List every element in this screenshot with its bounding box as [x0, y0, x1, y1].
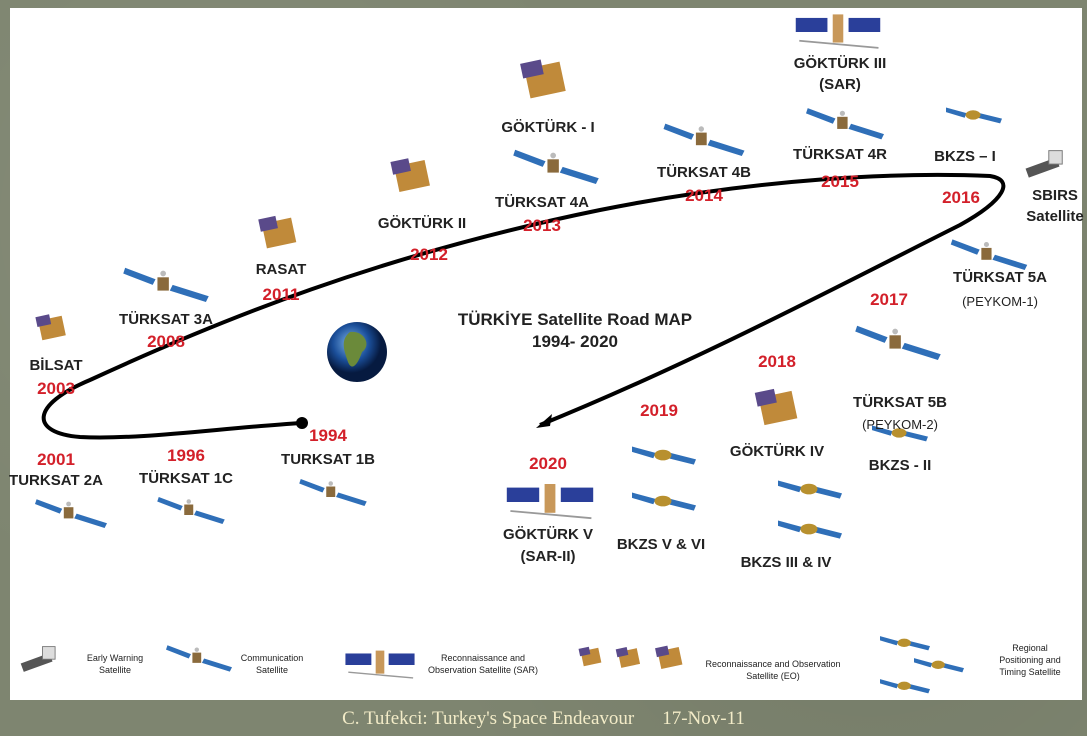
label-turksat-4b: TÜRKSAT 4B [657, 164, 751, 181]
bkzs-1-icon [946, 107, 1002, 124]
label-turksat-4r: TÜRKSAT 4R [793, 146, 887, 163]
label-bkzs-2: BKZS - II [868, 457, 932, 474]
turksat-5a-icon [950, 239, 1028, 270]
legend-label: Satellite (EO) [746, 671, 800, 681]
year-1996: 1996 [167, 446, 205, 465]
label-sbirs: SBIRS [1032, 187, 1078, 204]
year-2018: 2018 [758, 352, 796, 371]
year-2008: 2008 [147, 332, 185, 351]
legend-label: Regional [1012, 643, 1048, 653]
gokturk-3-icon [794, 14, 882, 49]
legend-label: Reconnaissance and Observation [705, 659, 841, 669]
rasat-icon [258, 215, 297, 249]
label-gokturk-2: GÖKTÜRK II [377, 215, 467, 232]
label-bkzs-3-4: BKZS III & IV [740, 554, 832, 571]
year-2013: 2013 [523, 216, 561, 235]
diagram-panel [10, 8, 1082, 700]
bkzs-5-6-icon-2 [632, 492, 696, 511]
legend-label: Communication [240, 653, 304, 663]
legend-navigation-icon [880, 636, 930, 651]
label-gokturk-1: GÖKTÜRK - I [501, 119, 595, 136]
bkzs-3-4-icon [778, 480, 842, 499]
legend-early-warning-icon [20, 646, 56, 673]
roadmap-path [41, 172, 1006, 440]
diagram-subtitle: 1994- 2020 [531, 332, 619, 351]
legend-label: Reconnaissance and [440, 653, 526, 663]
label-bkzs-1: BKZS – I [934, 148, 996, 165]
turksat-5b-icon [855, 325, 941, 360]
label-gokturk-3: GÖKTÜRK III [793, 55, 887, 72]
gokturk-1-icon [520, 59, 566, 99]
year-2012: 2012 [410, 245, 448, 264]
legend-navigation-icon-3 [880, 679, 930, 694]
turksat-4b-icon [663, 123, 745, 156]
legend-communication: Communication Satellite [241, 652, 304, 676]
year-2014: 2014 [685, 186, 723, 205]
year-2017: 2017 [870, 290, 908, 309]
turksat-2a-icon [35, 499, 107, 528]
legend-eo: Reconnaissance and Observation Satellite … [705, 658, 840, 682]
legend-eo-icon-3 [655, 645, 683, 670]
label-peykom-1: (PEYKOM-1) [962, 294, 1038, 309]
legend-label: Satellite [98, 665, 132, 675]
gokturk-5-icon [505, 484, 595, 520]
label-sbirs-satellite: Satellite [1026, 208, 1084, 225]
legend-label: Timing Satellite [999, 667, 1061, 677]
label-turksat-1b: TURKSAT 1B [281, 451, 375, 468]
label-sar-2: (SAR-II) [520, 548, 576, 565]
footer: C. Tufekci: Turkey's Space Endeavour 17-N… [0, 708, 1087, 730]
gokturk-2-icon [390, 158, 430, 192]
year-1994: 1994 [309, 426, 347, 445]
diagram-title: TÜRKİYE Satellite Road MAP [457, 310, 693, 329]
gokturk-4-icon [754, 388, 798, 426]
year-2003: 2003 [37, 379, 75, 398]
label-turksat-4a: TÜRKSAT 4A [495, 194, 589, 211]
legend-early-warning: Early Warning Satellite [87, 652, 143, 676]
arrowhead [536, 414, 552, 428]
label-turksat-3a: TÜRKSAT 3A [119, 311, 213, 328]
label-bilsat: BİLSAT [29, 357, 83, 374]
year-2015: 2015 [821, 172, 859, 191]
legend-sar: Reconnaissance and Observation Satellite … [428, 652, 538, 676]
bkzs-5-6-icon [632, 446, 696, 465]
footer-date: 17-Nov-11 [662, 708, 745, 729]
turksat-4r-icon [806, 108, 884, 140]
turksat-1c-icon [157, 497, 225, 524]
legend-communication-icon [166, 645, 232, 672]
label-gokturk-5: GÖKTÜRK V [503, 526, 593, 543]
legend-label: Satellite [255, 665, 289, 675]
bilsat-icon [35, 314, 66, 341]
turksat-4a-icon [513, 149, 599, 184]
turksat-3a-icon [123, 267, 209, 302]
bkzs-3-4-icon-2 [778, 520, 842, 539]
footer-text: C. Tufekci: Turkey's Space Endeavour [342, 708, 635, 729]
sbirs-icon [1025, 150, 1063, 179]
label-turksat-5b: TÜRKSAT 5B [853, 394, 947, 411]
label-turksat-1c: TÜRKSAT 1C [139, 470, 233, 487]
start-dot [296, 417, 308, 429]
label-turksat-2a: TURKSAT 2A [9, 472, 103, 489]
legend-navigation: Regional Positioning and Timing Satellite [999, 642, 1061, 678]
earth-globe-icon [327, 322, 387, 382]
year-2016: 2016 [942, 188, 980, 207]
legend-navigation-icon-2 [914, 658, 964, 673]
year-2011: 2011 [262, 285, 300, 304]
legend-label: Positioning and [999, 655, 1061, 665]
label-gokturk-4: GÖKTÜRK IV [729, 443, 825, 460]
legend-eo-icon [578, 646, 602, 667]
label-gokturk-3-sar: (SAR) [819, 76, 861, 93]
legend-label: Observation Satellite (SAR) [427, 665, 539, 675]
legend-label: Early Warning [86, 653, 144, 663]
year-2020: 2020 [529, 454, 567, 473]
label-turksat-5a: TÜRKSAT 5A [953, 269, 1047, 286]
label-bkzs-5-6: BKZS V & VI [616, 536, 706, 553]
legend-sar-icon [344, 649, 416, 679]
legend-eo-icon-2 [615, 647, 641, 668]
year-2019: 2019 [640, 401, 678, 420]
turksat-1b-icon [299, 479, 367, 506]
label-rasat: RASAT [255, 261, 307, 278]
year-2001: 2001 [37, 450, 75, 469]
label-peykom-2: (PEYKOM-2) [862, 417, 938, 432]
